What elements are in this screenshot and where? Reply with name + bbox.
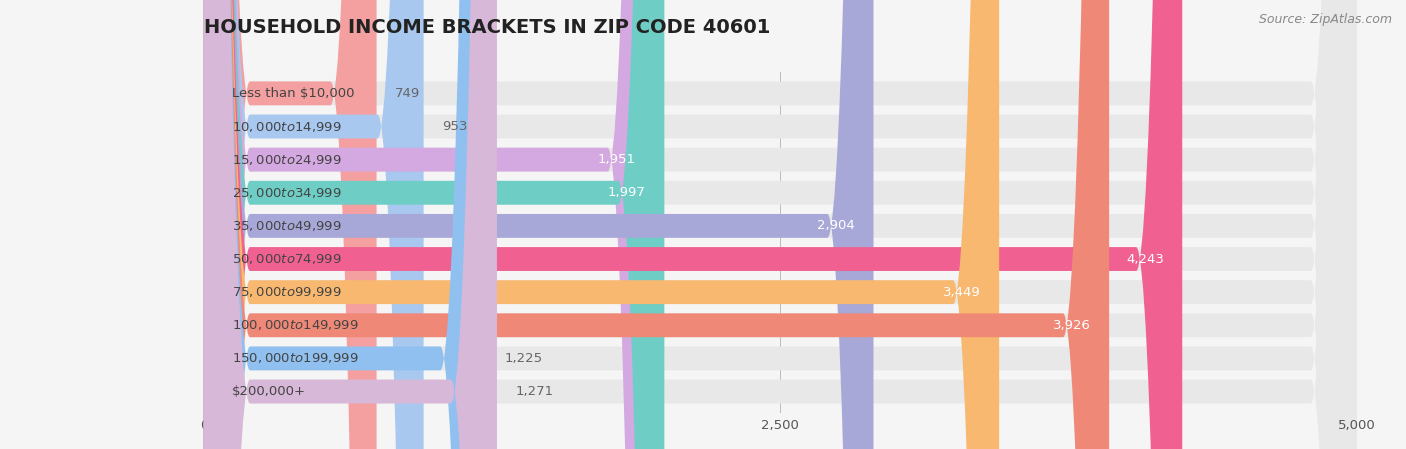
Text: $35,000 to $49,999: $35,000 to $49,999 [232, 219, 342, 233]
Text: $75,000 to $99,999: $75,000 to $99,999 [232, 285, 342, 299]
FancyBboxPatch shape [204, 0, 1000, 449]
FancyBboxPatch shape [204, 0, 665, 449]
Text: 1,951: 1,951 [598, 153, 636, 166]
FancyBboxPatch shape [204, 0, 654, 449]
FancyBboxPatch shape [204, 0, 1357, 449]
FancyBboxPatch shape [204, 0, 1182, 449]
FancyBboxPatch shape [204, 0, 486, 449]
Text: $100,000 to $149,999: $100,000 to $149,999 [232, 318, 359, 332]
FancyBboxPatch shape [204, 0, 1357, 449]
FancyBboxPatch shape [204, 0, 1357, 449]
FancyBboxPatch shape [204, 0, 1357, 449]
Text: 3,926: 3,926 [1053, 319, 1091, 332]
Text: 1,997: 1,997 [607, 186, 645, 199]
FancyBboxPatch shape [204, 0, 873, 449]
Text: Less than $10,000: Less than $10,000 [232, 87, 354, 100]
FancyBboxPatch shape [204, 0, 1357, 449]
FancyBboxPatch shape [204, 0, 1357, 449]
Text: Source: ZipAtlas.com: Source: ZipAtlas.com [1258, 13, 1392, 26]
FancyBboxPatch shape [204, 0, 377, 449]
Text: $200,000+: $200,000+ [232, 385, 305, 398]
Text: $50,000 to $74,999: $50,000 to $74,999 [232, 252, 342, 266]
FancyBboxPatch shape [204, 0, 1109, 449]
Text: 1,225: 1,225 [505, 352, 543, 365]
Text: 749: 749 [395, 87, 420, 100]
Text: 1,271: 1,271 [516, 385, 554, 398]
FancyBboxPatch shape [204, 0, 423, 449]
Text: $150,000 to $199,999: $150,000 to $199,999 [232, 352, 359, 365]
Text: $25,000 to $34,999: $25,000 to $34,999 [232, 186, 342, 200]
FancyBboxPatch shape [204, 0, 1357, 449]
Text: 4,243: 4,243 [1126, 252, 1164, 265]
Text: 2,904: 2,904 [817, 220, 855, 233]
FancyBboxPatch shape [204, 0, 1357, 449]
FancyBboxPatch shape [204, 0, 1357, 449]
FancyBboxPatch shape [204, 0, 1357, 449]
Text: $15,000 to $24,999: $15,000 to $24,999 [232, 153, 342, 167]
FancyBboxPatch shape [204, 0, 496, 449]
Text: 953: 953 [441, 120, 467, 133]
Text: $10,000 to $14,999: $10,000 to $14,999 [232, 119, 342, 133]
Text: 3,449: 3,449 [943, 286, 981, 299]
Text: HOUSEHOLD INCOME BRACKETS IN ZIP CODE 40601: HOUSEHOLD INCOME BRACKETS IN ZIP CODE 40… [204, 18, 770, 37]
